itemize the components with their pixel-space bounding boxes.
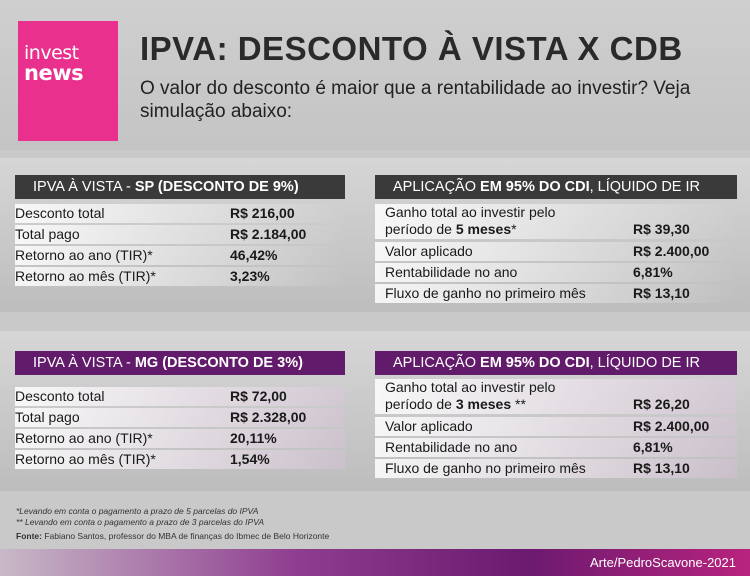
sp-row-valor-aplicado: Valor aplicado R$ 2.400,00 <box>375 242 737 261</box>
footer-bar: Arte/PedroScavone-2021 <box>0 549 750 576</box>
sp-right-header: APLICAÇÃO EM 95% DO CDI, LÍQUIDO DE IR <box>375 175 737 199</box>
sp-row-total-pago: Total pago R$ 2.184,00 <box>15 225 345 244</box>
sp-left-header: IPVA À VISTA - SP (DESCONTO DE 9%) <box>15 175 345 199</box>
investnews-logo: invest news <box>18 21 118 141</box>
mg-right-header: APLICAÇÃO EM 95% DO CDI, LÍQUIDO DE IR <box>375 351 737 375</box>
footnote-2: ** Levando em conta o pagamento a prazo … <box>16 517 265 527</box>
mg-row-desconto: Desconto total R$ 72,00 <box>15 387 345 406</box>
mg-row-valor-aplicado: Valor aplicado R$ 2.400,00 <box>375 417 737 436</box>
logo-line-1: invest <box>24 42 79 64</box>
mg-row-retorno-ano: Retorno ao ano (TIR)* 20,11% <box>15 429 345 448</box>
mg-left-header: IPVA À VISTA - MG (DESCONTO DE 3%) <box>15 351 345 375</box>
footnotes: *Levando em conta o pagamento a prazo de… <box>16 506 264 528</box>
sp-row-fluxo: Fluxo de ganho no primeiro mês R$ 13,10 <box>375 284 737 303</box>
logo-line-2: news <box>24 61 84 85</box>
mg-row-rentabilidade: Rentabilidade no ano 6,81% <box>375 438 737 457</box>
mg-row-fluxo: Fluxo de ganho no primeiro mês R$ 13,10 <box>375 459 737 478</box>
page-subtitle: O valor do desconto é maior que a rentab… <box>140 78 691 122</box>
mg-row-ganho-total: Ganho total ao investir pelo período de 3… <box>375 379 737 414</box>
mg-panel: IPVA À VISTA - MG (DESCONTO DE 3%) APLIC… <box>0 331 750 491</box>
source-note: Fonte: Fabiano Santos, professor do MBA … <box>16 531 330 541</box>
sp-row-rentabilidade: Rentabilidade no ano 6,81% <box>375 263 737 282</box>
mg-row-retorno-mes: Retorno ao mês (TIR)* 1,54% <box>15 450 345 469</box>
footnote-1: *Levando em conta o pagamento a prazo de… <box>16 506 259 516</box>
art-credit: Arte/PedroScavone-2021 <box>590 555 736 570</box>
mg-row-total-pago: Total pago R$ 2.328,00 <box>15 408 345 427</box>
sp-row-ganho-total: Ganho total ao investir pelo período de 5… <box>375 204 737 239</box>
sp-panel: IPVA À VISTA - SP (DESCONTO DE 9%) APLIC… <box>0 158 750 312</box>
sp-row-retorno-mes: Retorno ao mês (TIR)* 3,23% <box>15 267 345 286</box>
sp-row-desconto: Desconto total R$ 216,00 <box>15 204 345 223</box>
header: invest news IPVA: DESCONTO À VISTA X CDB… <box>0 0 750 150</box>
sp-row-retorno-ano: Retorno ao ano (TIR)* 46,42% <box>15 246 345 265</box>
page-title: IPVA: DESCONTO À VISTA X CDB <box>140 30 683 67</box>
